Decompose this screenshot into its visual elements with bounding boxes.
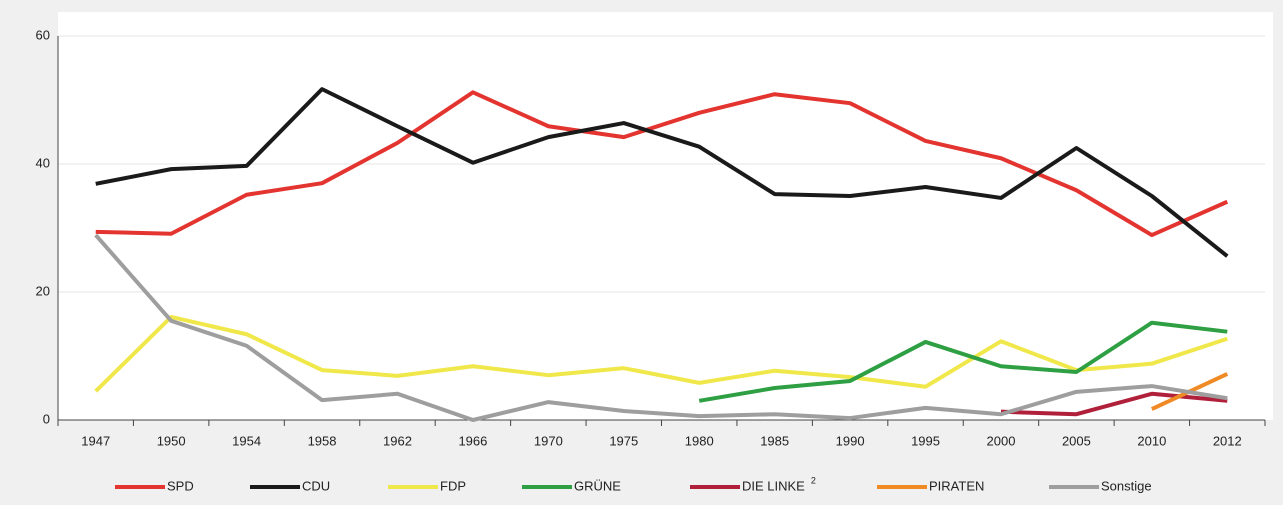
legend-item: CDU bbox=[250, 478, 330, 493]
legend-item: FDP bbox=[388, 478, 466, 493]
x-tick-label: 2010 bbox=[1137, 433, 1166, 448]
x-tick-label: 1985 bbox=[760, 433, 789, 448]
legend-label: PIRATEN bbox=[929, 478, 984, 493]
y-tick-label: 20 bbox=[36, 283, 50, 298]
x-tick-label: 1950 bbox=[157, 433, 186, 448]
series-line bbox=[1000, 391, 1228, 417]
series-line bbox=[94, 233, 1228, 422]
y-tick-label: 0 bbox=[43, 411, 50, 426]
legend-label: CDU bbox=[302, 478, 330, 493]
legend-label: GRÜNE bbox=[574, 478, 621, 493]
plot-area bbox=[58, 12, 1273, 420]
x-tick-label: 2012 bbox=[1213, 433, 1242, 448]
series-line bbox=[94, 314, 1228, 393]
x-tick-label: 1966 bbox=[458, 433, 487, 448]
x-tick-label: 1970 bbox=[534, 433, 563, 448]
x-tick-label: 2000 bbox=[987, 433, 1016, 448]
x-tick-label: 1990 bbox=[836, 433, 865, 448]
legend-label: SPD bbox=[167, 478, 194, 493]
x-tick-label: 1975 bbox=[609, 433, 638, 448]
legend-footnote: 2 bbox=[811, 475, 816, 485]
legend-label: Sonstige bbox=[1101, 478, 1152, 493]
y-tick-label: 40 bbox=[36, 155, 50, 170]
legend-label: FDP bbox=[440, 478, 466, 493]
legend-item: GRÜNE bbox=[522, 478, 621, 493]
legend-label: DIE LINKE bbox=[742, 478, 805, 493]
x-tick-label: 1980 bbox=[685, 433, 714, 448]
series-line bbox=[698, 320, 1228, 403]
legend-item: SPD bbox=[115, 478, 194, 493]
y-tick-label: 60 bbox=[36, 27, 50, 42]
legend-item: PIRATEN bbox=[877, 478, 984, 493]
legend-item: DIE LINKE 2 bbox=[690, 475, 816, 493]
x-tick-label: 2005 bbox=[1062, 433, 1091, 448]
series-line bbox=[95, 87, 1229, 258]
x-tick-label: 1962 bbox=[383, 433, 412, 448]
x-tick-label: 1947 bbox=[81, 433, 110, 448]
legend-item: Sonstige bbox=[1049, 478, 1152, 493]
x-tick-label: 1958 bbox=[308, 433, 337, 448]
x-tick-label: 1954 bbox=[232, 433, 261, 448]
x-tick-label: 1995 bbox=[911, 433, 940, 448]
